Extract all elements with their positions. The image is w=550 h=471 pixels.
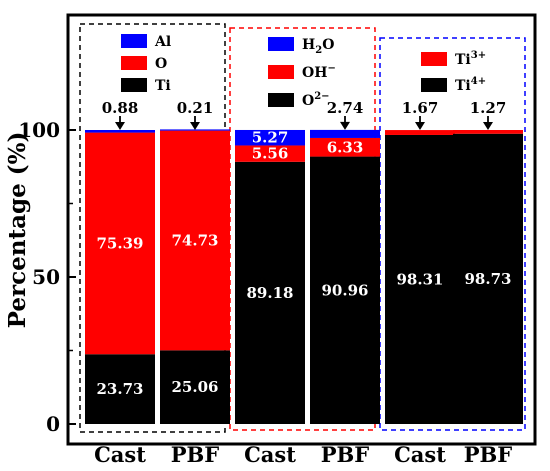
legend-swatch — [121, 34, 147, 48]
label-arrowhead — [115, 122, 125, 130]
bar-segment — [235, 129, 305, 146]
bar-segment — [310, 137, 380, 157]
bar-segment — [160, 350, 230, 424]
bar-segment — [385, 134, 455, 424]
legend-swatch — [421, 78, 447, 92]
bar-segment — [385, 130, 455, 135]
x-tick-label: Cast — [244, 442, 296, 467]
bar-segment — [160, 129, 230, 131]
label-arrowhead — [190, 122, 200, 130]
label-arrowhead — [483, 122, 493, 130]
x-tick-label: Cast — [394, 442, 446, 467]
plot-frame — [66, 13, 537, 446]
legend-label: O — [155, 56, 167, 72]
label-arrowhead — [340, 121, 350, 130]
y-axis-label: Percentage (%) — [4, 132, 31, 329]
data-label: 1.27 — [470, 99, 507, 117]
data-label: 74.73 — [172, 231, 219, 249]
data-label: 98.31 — [397, 270, 444, 288]
legend-label: Ti — [155, 78, 171, 94]
data-label: 23.73 — [97, 380, 144, 398]
legend-swatch — [121, 78, 147, 92]
group-box-1 — [79, 23, 226, 433]
data-label: 75.39 — [97, 234, 144, 252]
data-label: 0.21 — [177, 99, 214, 117]
x-tick-label: PBF — [171, 442, 220, 467]
bar-segment — [453, 130, 523, 134]
y-tick-label: 100 — [18, 118, 60, 142]
data-label: 5.27 — [252, 129, 289, 147]
legend-swatch — [268, 37, 294, 51]
legend-label: Ti4+ — [455, 76, 486, 94]
bar-segment — [453, 133, 523, 424]
y-tick-label: 50 — [32, 265, 60, 289]
x-tick-label: PBF — [321, 442, 370, 467]
legend-swatch — [268, 65, 294, 79]
y-tick-label: 0 — [46, 412, 60, 436]
x-tick-label: Cast — [94, 442, 146, 467]
legend-swatch — [268, 93, 294, 107]
bar-segment — [235, 161, 305, 425]
data-label: 1.67 — [402, 99, 439, 117]
data-label: 25.06 — [172, 378, 219, 396]
data-label: 0.88 — [102, 99, 139, 117]
legend-label: O2− — [302, 91, 330, 109]
x-tick-label: PBF — [464, 442, 513, 467]
bar-segment — [310, 129, 380, 138]
label-arrowhead — [415, 122, 425, 131]
data-label: 90.96 — [322, 281, 369, 299]
legend-label: H2O — [302, 37, 334, 56]
legend-label: OH− — [302, 63, 336, 81]
bar-segment — [85, 130, 155, 133]
data-label: 6.33 — [327, 138, 364, 156]
data-label: 2.74 — [327, 99, 364, 117]
bar-segment — [235, 145, 305, 162]
bar-segment — [85, 132, 155, 355]
legend-label: Al — [154, 34, 171, 50]
bar-segment — [310, 156, 380, 424]
legend-swatch — [121, 56, 147, 70]
data-label: 98.73 — [465, 270, 512, 288]
data-label: 5.56 — [252, 145, 289, 163]
data-label: 89.18 — [247, 284, 294, 302]
legend-swatch — [421, 52, 447, 66]
bar-segment — [85, 354, 155, 424]
bar-segment — [160, 130, 230, 351]
legend-label: Ti3+ — [455, 50, 486, 68]
